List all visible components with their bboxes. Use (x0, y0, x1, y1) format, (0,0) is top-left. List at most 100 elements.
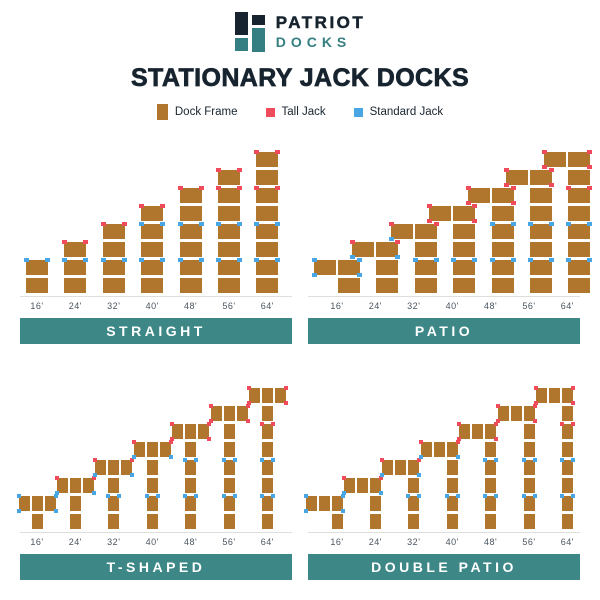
size-label: 56' (222, 537, 236, 547)
tall-jack-marker (559, 422, 564, 426)
dock-frame-segment (218, 242, 240, 257)
dock-frame-segment (568, 152, 591, 167)
dock-frame-segment (459, 424, 471, 439)
standard-jack-marker (275, 222, 281, 226)
dock-frame-segment (223, 442, 235, 457)
dock-frame-segment (535, 388, 547, 403)
dock-frame-segment (218, 206, 240, 221)
tall-jack-marker (427, 219, 433, 223)
dock-frame-segment (102, 278, 125, 293)
dock-frame-segment (236, 406, 248, 421)
dock-frame-segment (561, 460, 573, 475)
legend-item-tall-jack: Tall Jack (265, 106, 326, 118)
standard-jack-marker (489, 258, 495, 262)
dock-frame-segment (256, 206, 279, 221)
dock-frame-segment (141, 206, 164, 221)
dock-frame-segment (314, 260, 336, 275)
tall-jack-marker (417, 458, 422, 462)
dock-frame-segment (31, 496, 43, 511)
standard-jack-marker (254, 258, 260, 262)
dock-frame-segment (256, 188, 279, 203)
dock-frame-segment (108, 478, 120, 493)
logo-block-navy-right (251, 15, 265, 25)
dock-frame-segment (395, 460, 407, 475)
tall-jack-marker (542, 165, 548, 169)
dock-frame-segment (561, 442, 573, 457)
size-label: 48' (483, 301, 498, 311)
tall-jack-marker (198, 186, 204, 190)
tall-jack-marker (207, 422, 212, 426)
standard-jack-marker (168, 455, 173, 459)
dock-frame-segment (530, 242, 552, 257)
standard-jack-marker (587, 258, 593, 262)
legend-item-dock-frame: Dock Frame (156, 104, 238, 120)
standard-jack-marker (412, 258, 418, 262)
tall-jack-marker (139, 204, 145, 208)
standard-jack-marker (433, 258, 439, 262)
dock-frame-segment (261, 460, 273, 475)
tall-jack-marker (455, 440, 460, 444)
dock-frame-segment (218, 224, 240, 239)
dock-frame-segment (446, 496, 458, 511)
size-label: 16' (330, 301, 344, 311)
dock-frame-segment (467, 188, 490, 203)
dock-frame-segment (446, 460, 458, 475)
dock-frame-segment (223, 424, 235, 439)
dock-frame-segment (95, 460, 107, 475)
standard-jack-marker (521, 494, 526, 498)
tall-jack-marker (168, 440, 173, 444)
tall-jack-marker (587, 150, 593, 154)
standard-jack-marker (198, 222, 204, 226)
standard-jack-marker (455, 494, 460, 498)
dock-frame-segment (485, 460, 497, 475)
dock-frame-segment (485, 424, 497, 439)
dock-frame-segment (561, 388, 573, 403)
size-label: 24' (368, 301, 383, 311)
tall-jack-marker (207, 437, 212, 441)
dock-frame-segment (133, 442, 145, 457)
dock-frame-segment (356, 478, 368, 493)
dock-frame-swatch-icon (156, 104, 168, 120)
dock-frame-segment (523, 406, 535, 421)
panel-banner-t-shaped: T-SHAPED (20, 554, 292, 580)
standard-jack-marker (570, 494, 575, 498)
standard-jack-marker (587, 222, 593, 226)
standard-jack-marker (521, 458, 526, 462)
dock-frame-segment (485, 478, 497, 493)
standard-jack-marker (16, 494, 21, 498)
dock-frame-segment (261, 478, 273, 493)
tall-jack-marker (275, 186, 281, 190)
standard-jack-marker (528, 258, 533, 262)
size-label: 48' (483, 537, 498, 547)
dock-frame-segment (530, 206, 552, 221)
dock-frame-segment (82, 478, 94, 493)
dock-frame-segment (141, 224, 164, 239)
tall-jack-swatch-icon (265, 107, 275, 117)
dock-frame-segment (446, 478, 458, 493)
dock-frame-segment (223, 514, 235, 529)
tall-jack-marker (570, 386, 575, 390)
tall-jack-marker (532, 419, 537, 423)
standard-jack-marker (62, 258, 68, 262)
standard-jack-marker (417, 473, 422, 477)
tall-jack-marker (170, 437, 175, 441)
tall-jack-marker (504, 183, 509, 187)
size-label: 48' (183, 537, 198, 547)
dock-frame-segment (159, 442, 171, 457)
tall-jack-marker (130, 458, 135, 462)
axis-baseline (308, 532, 580, 533)
standard-jack-marker (160, 222, 166, 226)
dock-frame-segment (568, 278, 591, 293)
tall-jack-marker (465, 201, 471, 205)
dock-frame-segment (408, 478, 420, 493)
dock-frame-segment (530, 278, 552, 293)
standard-jack-marker (270, 494, 275, 498)
dock-frame-segment (561, 478, 573, 493)
brand-text: PATRIOT DOCKS (275, 13, 366, 50)
dock-frame-segment (408, 496, 420, 511)
standard-jack-marker (106, 494, 111, 498)
standard-jack-marker (53, 509, 58, 513)
standard-jack-marker (194, 494, 199, 498)
dock-frame-segment (256, 152, 279, 167)
dock-frame-segment (256, 170, 279, 185)
